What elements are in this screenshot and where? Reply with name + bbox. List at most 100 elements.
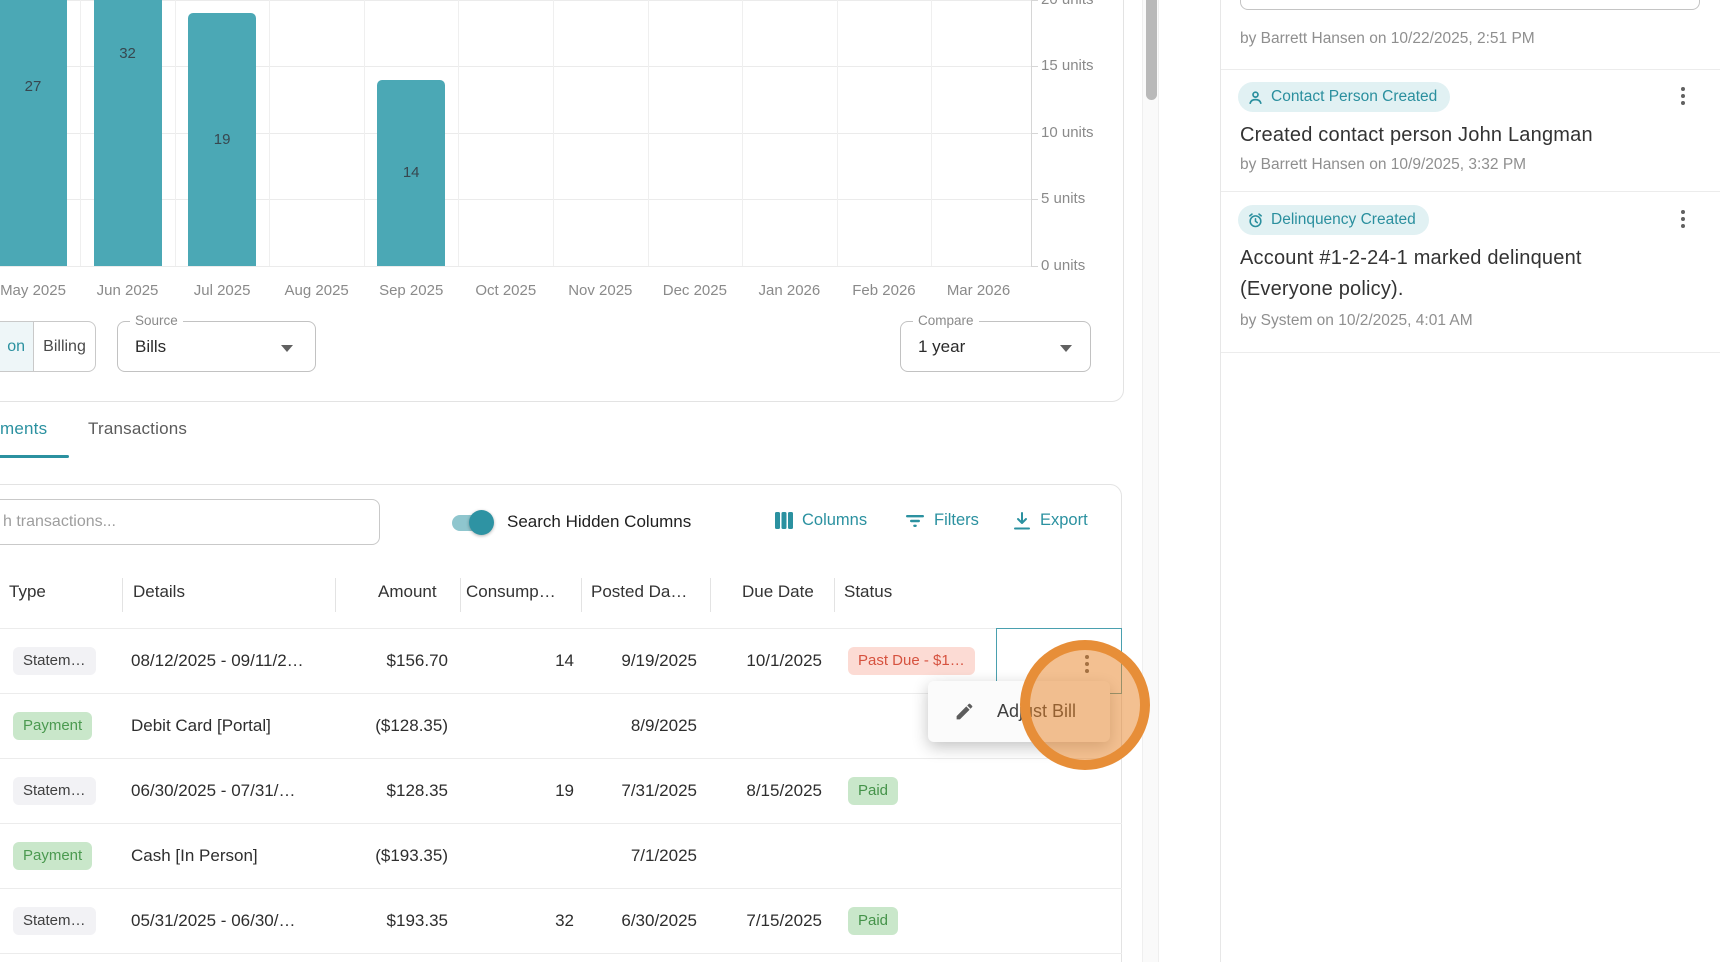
- columns-button[interactable]: Columns: [775, 511, 867, 530]
- activity-chip-delinquency-created: Delinquency Created: [1238, 205, 1429, 235]
- posted-date-cell: 8/9/2025: [630, 715, 697, 735]
- column-header-type[interactable]: Type: [9, 582, 46, 601]
- activity-title: Created contact person John Langman: [1240, 124, 1593, 146]
- column-header-consumption[interactable]: Consump…: [466, 582, 556, 601]
- divider: [1221, 352, 1720, 353]
- row-kebab-menu-icon[interactable]: [1085, 655, 1089, 673]
- tab-statements[interactable]: ments: [0, 419, 48, 438]
- activity-byline: by Barrett Hansen on 10/22/2025, 2:51 PM: [1240, 30, 1535, 47]
- bar-sep-2025[interactable]: 14: [377, 79, 446, 266]
- chip-label: Contact Person Created: [1271, 88, 1438, 105]
- consumption-cell: 14: [555, 650, 574, 670]
- type-badge: Payment: [13, 711, 93, 740]
- y-tick: [1031, 133, 1038, 134]
- column-header-posted-date[interactable]: Posted Da…: [591, 582, 688, 601]
- bar-jul-2025[interactable]: 19: [188, 13, 257, 266]
- row-divider: [0, 758, 1122, 759]
- gridline: [648, 0, 649, 266]
- toggle-billing-button[interactable]: Billing: [43, 337, 86, 355]
- amount-cell: ($128.35): [375, 715, 448, 735]
- row-divider: [0, 628, 1122, 629]
- row-divider: [0, 823, 1122, 824]
- search-hidden-columns-label: Search Hidden Columns: [507, 512, 692, 531]
- export-button-label: Export: [1040, 511, 1088, 529]
- row-divider: [0, 693, 1122, 694]
- row-divider: [0, 888, 1122, 889]
- compare-select[interactable]: Compare 1 year: [900, 313, 1091, 372]
- gridline: [0, 199, 1031, 200]
- chip-label: Delinquency Created: [1271, 211, 1416, 228]
- y-tick-label: 0 units: [1041, 257, 1086, 274]
- y-tick: [1031, 266, 1038, 267]
- source-select[interactable]: Source Bills: [117, 313, 316, 372]
- search-input[interactable]: [0, 499, 380, 545]
- column-header-status[interactable]: Status: [844, 582, 893, 601]
- details-cell: 05/31/2025 - 06/30/…: [131, 910, 296, 930]
- chevron-down-icon: [281, 345, 293, 352]
- amount-cell: $128.35: [386, 780, 448, 800]
- toggle-consumption-button[interactable]: on: [0, 322, 34, 371]
- activity-kebab-menu-icon[interactable]: [1681, 87, 1685, 105]
- tab-transactions[interactable]: Transactions: [88, 419, 188, 438]
- bar-may-2025[interactable]: 27: [0, 0, 67, 266]
- bar-jun-2025[interactable]: 32: [93, 0, 162, 266]
- table-row[interactable]: Payment Debit Card [Portal] ($128.35) 8/…: [0, 693, 1122, 758]
- bar-value-label: 19: [213, 131, 231, 149]
- filters-button[interactable]: Filters: [905, 511, 979, 530]
- details-cell: 08/12/2025 - 09/11/2…: [131, 650, 304, 670]
- y-tick-label: 20 units: [1041, 0, 1094, 10]
- status-badge: Past Due - $1…: [848, 646, 975, 675]
- table-row[interactable]: Statem… 08/12/2025 - 09/11/2… $156.70 14…: [0, 628, 1122, 693]
- type-badge: Statem…: [13, 776, 96, 805]
- gridline: [458, 0, 459, 266]
- scrollbar-track[interactable]: [1142, 0, 1159, 962]
- posted-date-cell: 9/19/2025: [621, 650, 697, 670]
- active-tab-underline: [0, 455, 69, 458]
- amount-cell: $193.35: [386, 910, 448, 930]
- details-cell: Debit Card [Portal]: [131, 715, 271, 735]
- details-cell: 06/30/2025 - 07/31/…: [131, 780, 296, 800]
- bar-value-label: 32: [119, 44, 136, 62]
- x-tick-label: Nov 2025: [568, 282, 633, 299]
- activity-kebab-menu-icon[interactable]: [1681, 210, 1685, 228]
- source-select-label: Source: [130, 313, 183, 328]
- column-separator: [581, 578, 582, 612]
- scrollbar-thumb[interactable]: [1146, 0, 1157, 100]
- x-tick-label: Aug 2025: [284, 282, 349, 299]
- column-header-details[interactable]: Details: [133, 582, 185, 601]
- export-button[interactable]: Export: [1013, 511, 1088, 530]
- toggle-thumb[interactable]: [469, 510, 494, 535]
- activity-byline: by Barrett Hansen on 10/9/2025, 3:32 PM: [1240, 156, 1527, 173]
- table-row[interactable]: Statem… 06/30/2025 - 07/31/… $128.35 19 …: [0, 758, 1122, 823]
- due-date-cell: 10/1/2025: [746, 650, 822, 670]
- x-tick-label: Mar 2026: [946, 282, 1011, 299]
- person-icon: [1249, 90, 1262, 104]
- source-select-value: Bills: [135, 336, 167, 356]
- column-header-amount[interactable]: Amount: [378, 582, 437, 601]
- compare-select-value: 1 year: [918, 336, 966, 356]
- table-row[interactable]: Statem… 05/31/2025 - 06/30/… $193.35 32 …: [0, 888, 1122, 953]
- x-tick-label: May 2025: [0, 282, 66, 299]
- column-separator: [335, 578, 336, 612]
- column-header-due-date[interactable]: Due Date: [742, 582, 814, 601]
- due-date-cell: 7/15/2025: [746, 910, 822, 930]
- x-tick-label: Jul 2025: [193, 282, 251, 299]
- filters-button-label: Filters: [934, 511, 979, 529]
- divider: [1221, 191, 1720, 192]
- type-badge: Statem…: [13, 906, 96, 935]
- y-tick: [1031, 0, 1038, 1]
- table-row[interactable]: Payment Cash [In Person] ($193.35) 7/1/2…: [0, 823, 1122, 888]
- bar-value-label: 27: [24, 77, 42, 95]
- gridline: [80, 0, 81, 266]
- gridline: [0, 66, 1031, 67]
- download-icon: [1014, 511, 1030, 529]
- compare-select-label: Compare: [913, 313, 979, 328]
- x-tick-label: Dec 2025: [662, 282, 727, 299]
- comment-box-bottom[interactable]: [1240, 0, 1700, 10]
- adjust-bill-menu-item[interactable]: Adjust Bill: [997, 701, 1077, 721]
- gridline: [931, 0, 932, 266]
- chevron-down-icon: [1060, 345, 1072, 352]
- posted-date-cell: 7/31/2025: [621, 780, 697, 800]
- y-tick-label: 10 units: [1041, 124, 1094, 141]
